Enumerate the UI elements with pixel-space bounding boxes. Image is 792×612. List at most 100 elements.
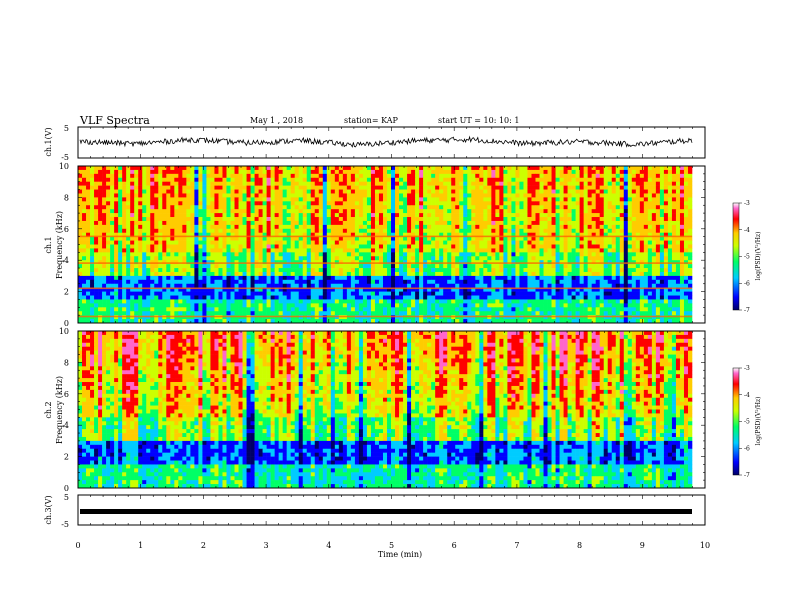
spectrogram-cell: [495, 185, 500, 190]
spectrogram-cell: [294, 197, 300, 202]
spectrogram-cell: [643, 232, 649, 237]
spectrogram-cell: [114, 185, 119, 190]
spectrogram-cell: [270, 275, 275, 281]
spectrogram-cell: [86, 256, 91, 261]
spectrogram-cell: [487, 213, 492, 218]
spectrogram-cell: [178, 201, 183, 206]
spectrogram-cell: [679, 213, 685, 218]
spectrogram-cell: [467, 264, 472, 269]
spectrogram-cell: [519, 209, 524, 214]
spectrogram-cell: [679, 268, 685, 273]
spectrogram-cell: [338, 173, 344, 179]
spectrogram-cell: [86, 236, 91, 241]
spectrogram-cell: [507, 275, 512, 281]
spectrogram-cell: [110, 236, 115, 241]
spectrogram-cell: [254, 177, 259, 182]
spectrogram-cell: [346, 291, 352, 296]
spectrogram-cell: [194, 236, 199, 241]
spectrogram-cell: [342, 201, 348, 206]
spectrogram-cell: [575, 283, 580, 288]
spectrogram-cell: [126, 291, 131, 296]
spectrogram-cell: [246, 224, 251, 230]
spectrogram-cell: [118, 248, 123, 253]
spectrogram-cell: [198, 169, 203, 175]
spectrogram-cell: [463, 275, 468, 281]
spectrogram-cell: [338, 197, 344, 202]
spectrogram-cell: [507, 166, 512, 171]
spectrogram-cell: [286, 244, 291, 249]
spectrogram-cell: [378, 252, 384, 257]
spectrogram-cell: [499, 240, 504, 245]
spectrogram-cell: [467, 197, 472, 202]
spectrogram-cell: [683, 197, 689, 202]
spectrogram-cell: [234, 244, 239, 249]
spectrogram-cell: [619, 166, 625, 171]
spectrogram-cell: [210, 244, 215, 249]
spectrogram-cell: [659, 271, 665, 277]
spectrogram-cell: [218, 217, 223, 222]
spectrogram-cell: [687, 264, 693, 269]
spectrogram-cell: [90, 224, 95, 230]
spectrogram-cell: [667, 252, 673, 257]
spectrogram-cell: [258, 228, 263, 234]
spectrogram-cell: [467, 248, 472, 253]
spectrogram-cell: [222, 193, 227, 198]
spectrogram-cell: [334, 236, 340, 241]
spectrogram-cell: [527, 275, 532, 281]
spectrogram-cell: [106, 232, 111, 237]
spectrogram-cell: [495, 169, 500, 175]
spectrogram-cell: [475, 252, 480, 257]
spectrogram-cell: [647, 244, 653, 249]
spectrogram-cell: [403, 283, 408, 288]
spectrogram-cell: [683, 224, 689, 230]
spectrogram-cell: [451, 244, 456, 249]
spectrogram-cell: [146, 228, 151, 234]
spectrogram-cell: [230, 173, 235, 179]
spectrogram-cell: [118, 244, 123, 249]
spectrogram-cell: [90, 236, 95, 241]
spectrogram-cell: [415, 264, 420, 269]
spectrogram-cell: [591, 169, 596, 175]
spectrogram-cell: [314, 197, 320, 202]
spectrogram-cell: [154, 224, 159, 230]
spectrogram-cell: [94, 271, 99, 277]
spectrogram-cell: [587, 185, 592, 190]
spectrogram-cell: [435, 264, 440, 269]
spectrogram-cell: [262, 271, 267, 277]
spectrogram-cell: [338, 213, 344, 218]
spectrogram-cell: [226, 236, 231, 241]
spectrogram-cell: [130, 209, 135, 214]
spectrogram-cell: [451, 209, 456, 214]
spectrogram-cell: [86, 224, 91, 230]
spectrogram-cell: [82, 236, 87, 241]
spectrogram-cell: [118, 185, 123, 190]
spectrogram-cell: [503, 271, 508, 277]
spectrogram-cell: [222, 189, 227, 194]
spectrogram-cell: [391, 197, 396, 202]
spectrogram-cell: [206, 291, 211, 296]
spectrogram-cell: [310, 201, 316, 206]
spectrogram-cell: [158, 173, 163, 179]
spectrogram-cell: [535, 189, 540, 194]
spectrogram-cell: [639, 264, 645, 269]
spectrogram-cell: [98, 291, 103, 296]
spectrogram-cell: [330, 287, 336, 292]
spectrogram-cell: [491, 256, 496, 261]
spectrogram-cell: [198, 236, 203, 241]
spectrogram-cell: [346, 232, 352, 237]
spectrogram-cell: [587, 189, 592, 194]
spectrogram-cell: [166, 279, 171, 285]
spectrogram-cell: [210, 232, 215, 237]
spectrogram-cell: [118, 166, 123, 171]
spectrogram-cell: [158, 197, 163, 202]
spectrogram-cell: [531, 213, 536, 218]
spectrogram-cell: [499, 209, 504, 214]
spectrogram-cell: [651, 244, 657, 249]
spectrogram-cell: [170, 166, 175, 171]
spectrogram-cell: [254, 271, 259, 277]
spectrogram-cell: [282, 283, 287, 288]
spectrogram-cell: [595, 271, 600, 277]
spectrogram-cell: [551, 217, 556, 222]
spectrogram-cell: [667, 209, 673, 214]
spectrogram-cell: [382, 169, 388, 175]
